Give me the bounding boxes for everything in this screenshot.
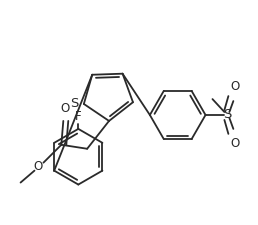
Text: O: O xyxy=(34,160,43,173)
Text: O: O xyxy=(61,102,70,115)
Text: O: O xyxy=(231,137,240,150)
Text: S: S xyxy=(70,97,79,110)
Text: S: S xyxy=(223,108,232,122)
Text: O: O xyxy=(231,80,240,93)
Text: F: F xyxy=(75,110,82,123)
